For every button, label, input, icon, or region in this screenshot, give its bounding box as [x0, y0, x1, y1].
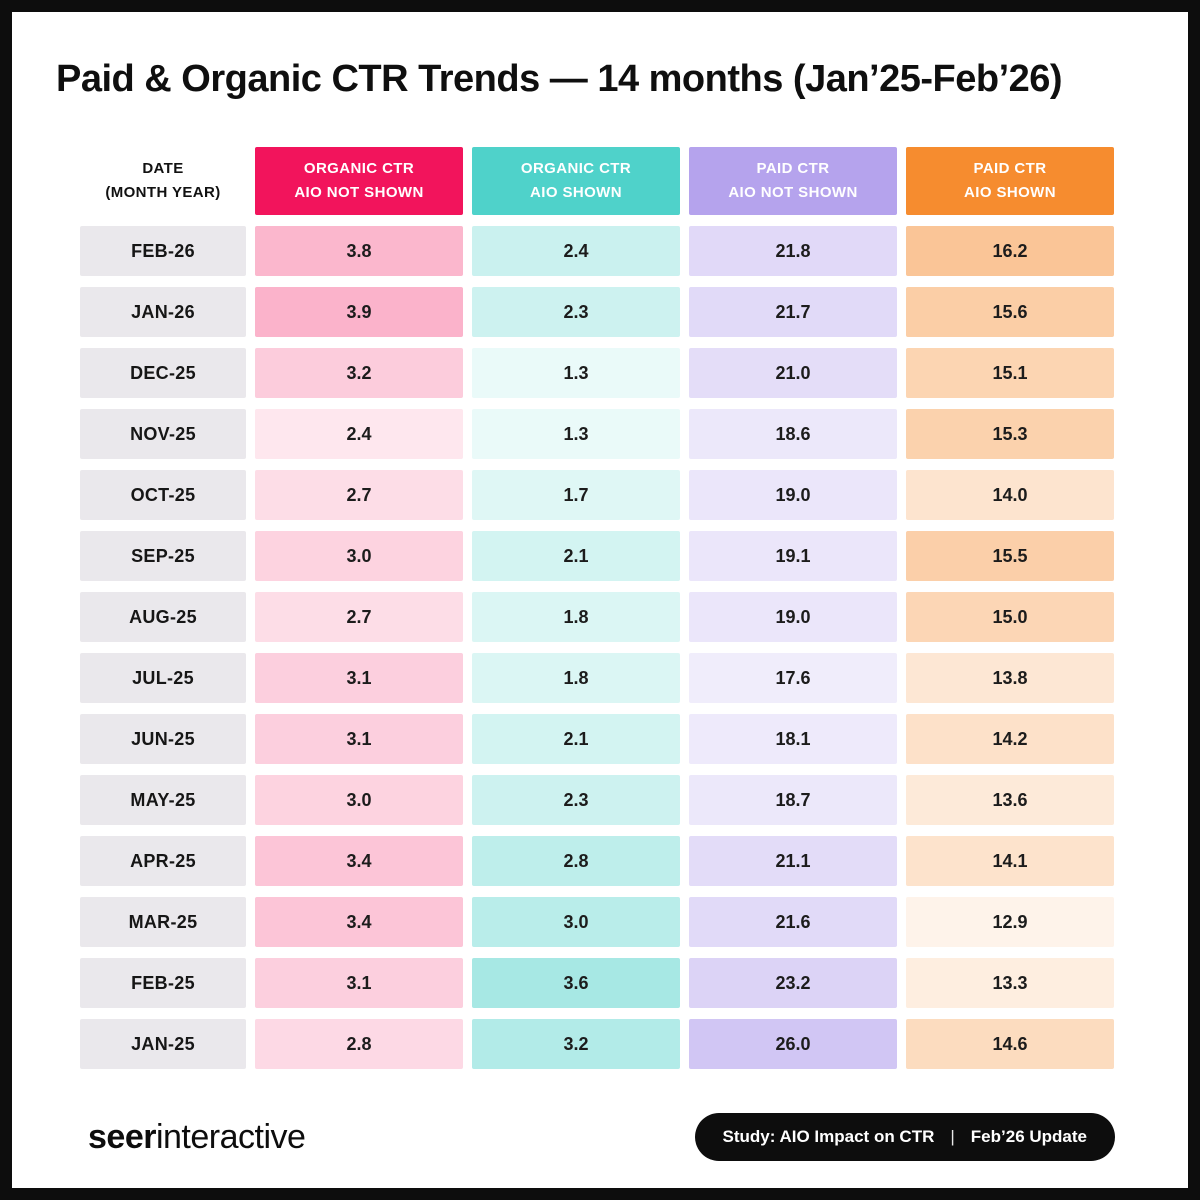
ctr-trends-table: DATE (MONTH YEAR) ORGANIC CTR AIO NOT SHO… [80, 147, 1114, 1069]
value-cell: 23.2 [689, 958, 897, 1008]
value-cell: 3.2 [255, 348, 463, 398]
value-cell: 21.8 [689, 226, 897, 276]
date-cell-feb-25: FEB-25 [80, 958, 246, 1008]
date-cell-oct-25: OCT-25 [80, 470, 246, 520]
date-cell-may-25: MAY-25 [80, 775, 246, 825]
value-cell: 15.5 [906, 531, 1114, 581]
value-cell: 2.7 [255, 592, 463, 642]
column-header-paid-ctr-aio-shown: PAID CTR AIO SHOWN [906, 147, 1114, 215]
footer: seerinteractive Study: AIO Impact on CTR… [88, 1113, 1115, 1161]
value-cell: 18.1 [689, 714, 897, 764]
value-cell: 2.1 [472, 714, 680, 764]
study-badge: Study: AIO Impact on CTR | Feb’26 Update [694, 1113, 1115, 1161]
value-cell: 1.8 [472, 592, 680, 642]
value-cell: 13.8 [906, 653, 1114, 703]
value-cell: 14.6 [906, 1019, 1114, 1069]
value-cell: 2.7 [255, 470, 463, 520]
value-cell: 2.8 [255, 1019, 463, 1069]
value-cell: 14.0 [906, 470, 1114, 520]
date-cell-apr-25: APR-25 [80, 836, 246, 886]
date-cell-mar-25: MAR-25 [80, 897, 246, 947]
date-cell-feb-26: FEB-26 [80, 226, 246, 276]
value-cell: 15.3 [906, 409, 1114, 459]
column-header-organic-ctr-aio-not-shown: ORGANIC CTR AIO NOT SHOWN [255, 147, 463, 215]
value-cell: 19.0 [689, 470, 897, 520]
value-cell: 14.2 [906, 714, 1114, 764]
value-cell: 2.8 [472, 836, 680, 886]
date-cell-nov-25: NOV-25 [80, 409, 246, 459]
value-cell: 1.3 [472, 348, 680, 398]
logo-text-seer: seer [88, 1117, 156, 1156]
date-cell-jul-25: JUL-25 [80, 653, 246, 703]
value-cell: 15.0 [906, 592, 1114, 642]
date-cell-aug-25: AUG-25 [80, 592, 246, 642]
date-column-header-line1: DATE [142, 160, 184, 177]
value-cell: 1.7 [472, 470, 680, 520]
value-cell: 2.3 [472, 775, 680, 825]
value-cell: 19.0 [689, 592, 897, 642]
value-cell: 16.2 [906, 226, 1114, 276]
value-cell: 21.6 [689, 897, 897, 947]
value-cell: 13.3 [906, 958, 1114, 1008]
date-cell-dec-25: DEC-25 [80, 348, 246, 398]
study-badge-separator: | [950, 1127, 955, 1146]
page-title: Paid & Organic CTR Trends — 14 months (J… [56, 58, 1063, 100]
logo-text-interactive: interactive [155, 1117, 306, 1156]
study-badge-left: Study: AIO Impact on CTR [722, 1127, 935, 1146]
value-cell: 3.1 [255, 714, 463, 764]
value-cell: 2.1 [472, 531, 680, 581]
value-cell: 2.4 [472, 226, 680, 276]
value-cell: 13.6 [906, 775, 1114, 825]
value-cell: 3.0 [255, 775, 463, 825]
value-cell: 3.4 [255, 897, 463, 947]
date-cell-jan-26: JAN-26 [80, 287, 246, 337]
value-cell: 3.1 [255, 958, 463, 1008]
value-cell: 21.1 [689, 836, 897, 886]
value-cell: 19.1 [689, 531, 897, 581]
value-cell: 15.1 [906, 348, 1114, 398]
seer-interactive-logo: seerinteractive [88, 1117, 306, 1157]
value-cell: 3.4 [255, 836, 463, 886]
date-cell-jan-25: JAN-25 [80, 1019, 246, 1069]
value-cell: 17.6 [689, 653, 897, 703]
value-cell: 3.9 [255, 287, 463, 337]
value-cell: 3.6 [472, 958, 680, 1008]
value-cell: 14.1 [906, 836, 1114, 886]
value-cell: 2.4 [255, 409, 463, 459]
value-cell: 26.0 [689, 1019, 897, 1069]
column-header-paid-ctr-aio-not-shown: PAID CTR AIO NOT SHOWN [689, 147, 897, 215]
value-cell: 3.0 [255, 531, 463, 581]
date-column-header-line2: (MONTH YEAR) [105, 184, 221, 201]
column-header-organic-ctr-aio-shown: ORGANIC CTR AIO SHOWN [472, 147, 680, 215]
value-cell: 3.0 [472, 897, 680, 947]
date-cell-jun-25: JUN-25 [80, 714, 246, 764]
date-column-header: DATE (MONTH YEAR) [80, 147, 246, 215]
date-cell-sep-25: SEP-25 [80, 531, 246, 581]
value-cell: 15.6 [906, 287, 1114, 337]
value-cell: 1.8 [472, 653, 680, 703]
value-cell: 21.0 [689, 348, 897, 398]
value-cell: 1.3 [472, 409, 680, 459]
value-cell: 2.3 [472, 287, 680, 337]
value-cell: 3.2 [472, 1019, 680, 1069]
value-cell: 3.1 [255, 653, 463, 703]
value-cell: 21.7 [689, 287, 897, 337]
value-cell: 3.8 [255, 226, 463, 276]
study-badge-right: Feb’26 Update [970, 1127, 1087, 1146]
value-cell: 18.7 [689, 775, 897, 825]
value-cell: 12.9 [906, 897, 1114, 947]
value-cell: 18.6 [689, 409, 897, 459]
